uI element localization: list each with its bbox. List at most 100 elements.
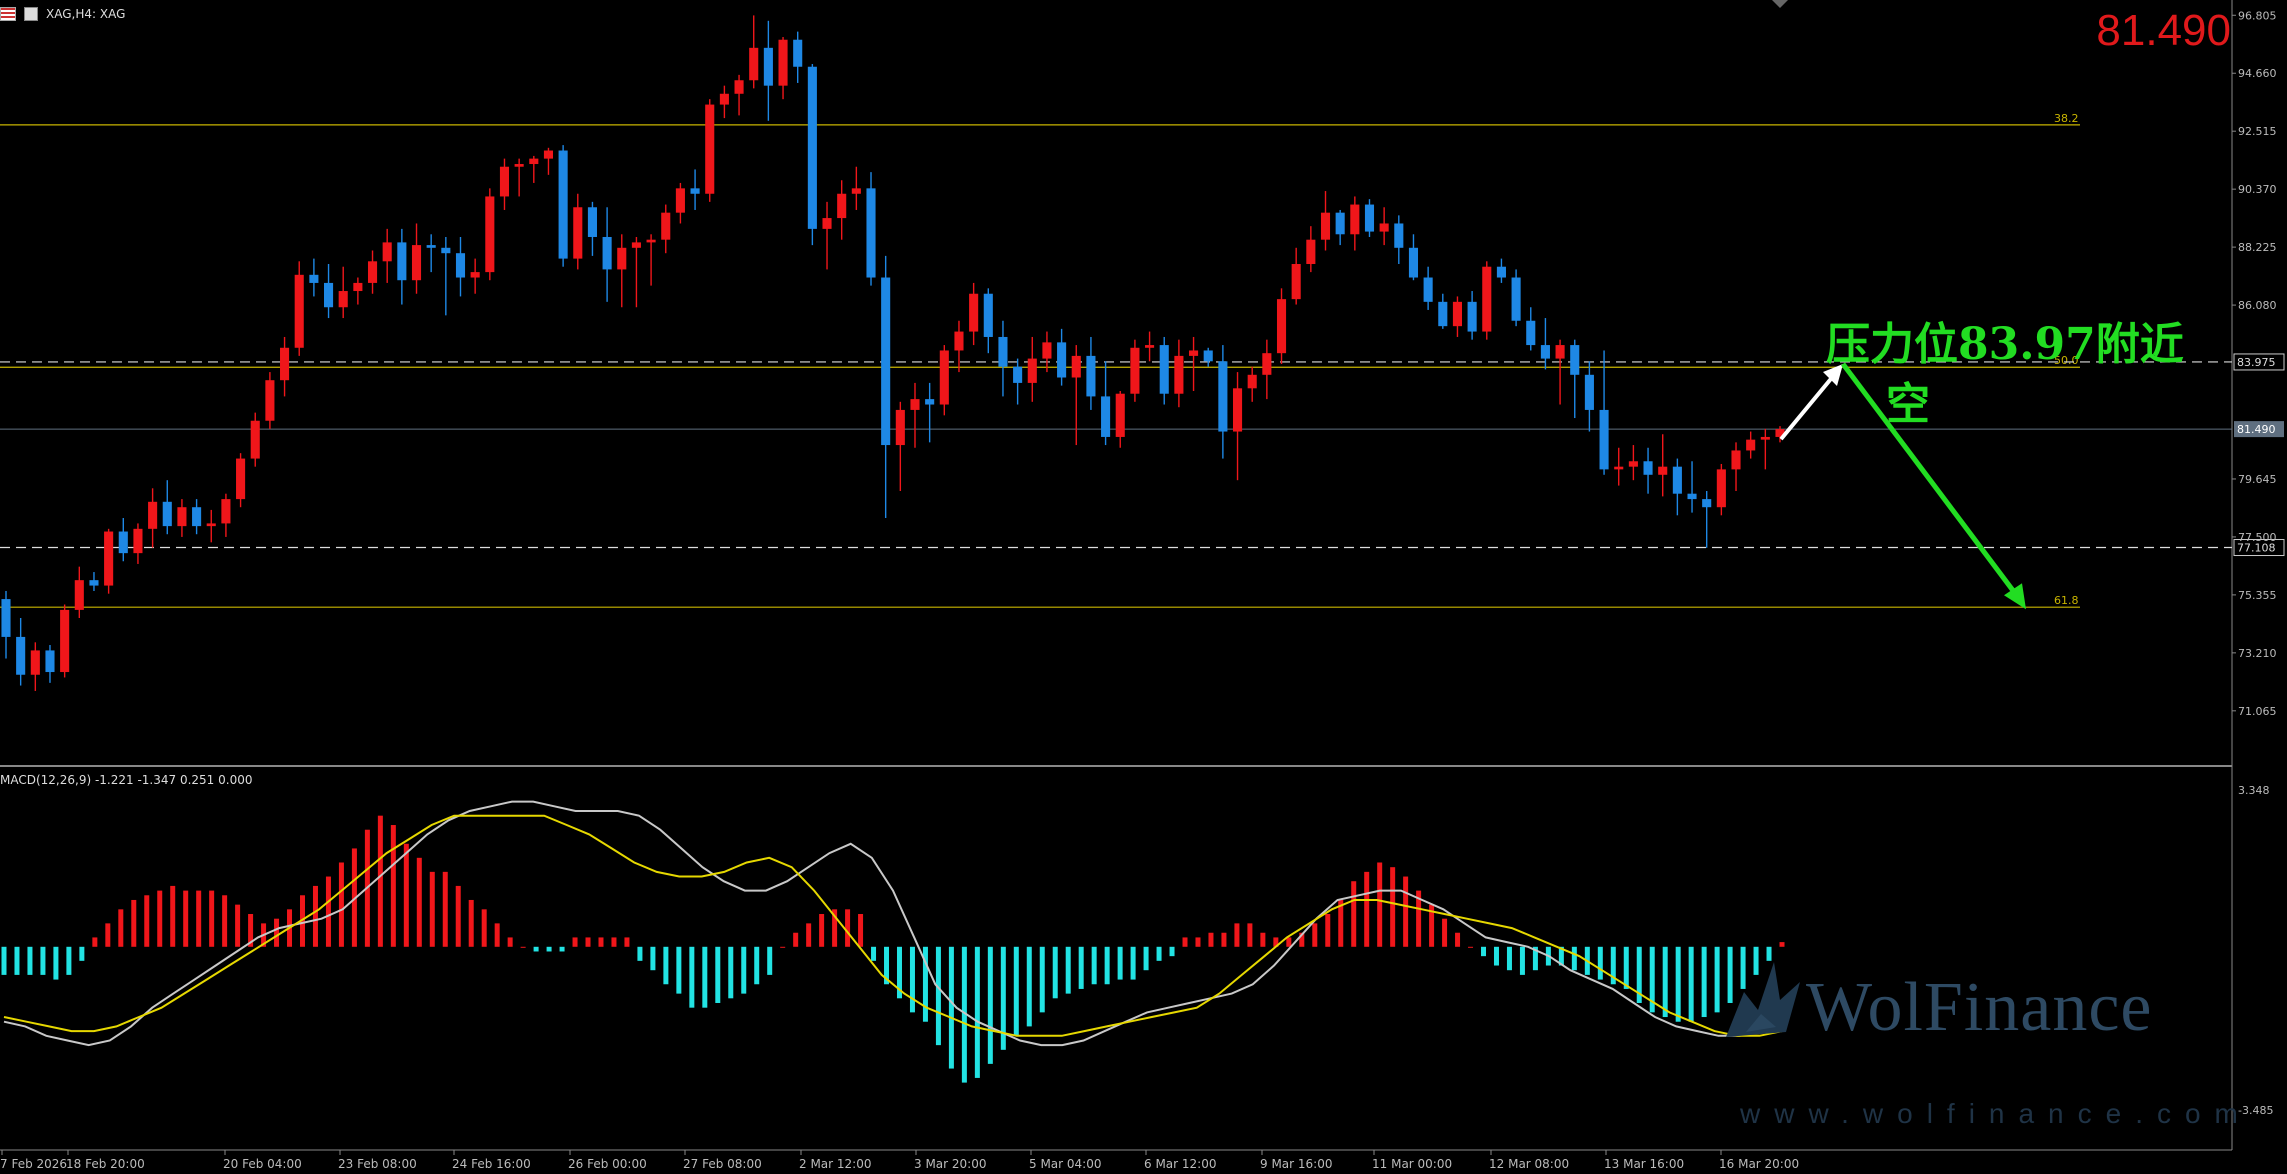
candle-body[interactable]	[1746, 439, 1756, 451]
candle-body[interactable]	[162, 501, 172, 527]
candle-body[interactable]	[617, 247, 627, 270]
candle-body[interactable]	[866, 188, 876, 278]
candle-body[interactable]	[1379, 223, 1389, 232]
candle-body[interactable]	[1130, 347, 1140, 394]
candle-body[interactable]	[925, 399, 935, 405]
candle-body[interactable]	[749, 47, 759, 81]
candle-body[interactable]	[631, 242, 641, 248]
candle-body[interactable]	[441, 247, 451, 254]
candle-body[interactable]	[910, 399, 920, 410]
candle-body[interactable]	[1027, 358, 1037, 383]
candle-body[interactable]	[470, 272, 480, 278]
candle-body[interactable]	[294, 274, 304, 348]
candle-body[interactable]	[30, 650, 40, 675]
candle-body[interactable]	[1101, 396, 1111, 437]
candle-body[interactable]	[1438, 301, 1448, 327]
candle-body[interactable]	[1760, 436, 1770, 440]
candle-body[interactable]	[89, 580, 99, 586]
candle-body[interactable]	[1628, 461, 1638, 467]
candle-body[interactable]	[1570, 345, 1580, 375]
candle-body[interactable]	[1423, 277, 1433, 302]
candle-body[interactable]	[192, 507, 202, 527]
candle-body[interactable]	[1775, 429, 1785, 437]
candle-body[interactable]	[1189, 350, 1199, 356]
candle-body[interactable]	[426, 245, 436, 248]
candle-body[interactable]	[983, 293, 993, 337]
candle-body[interactable]	[118, 531, 128, 554]
candle-body[interactable]	[719, 93, 729, 105]
candle-body[interactable]	[954, 331, 964, 351]
candle-body[interactable]	[1731, 450, 1741, 470]
candle-body[interactable]	[104, 531, 114, 586]
candle-body[interactable]	[1086, 355, 1096, 397]
candle-body[interactable]	[1057, 342, 1067, 378]
chart-shift-marker-icon[interactable]	[1772, 0, 1788, 8]
candle-body[interactable]	[1555, 345, 1565, 359]
candle-body[interactable]	[16, 636, 26, 675]
candle-body[interactable]	[675, 188, 685, 213]
candle-body[interactable]	[1115, 393, 1125, 437]
candle-body[interactable]	[1716, 469, 1726, 508]
candle-body[interactable]	[1013, 366, 1023, 383]
candle-body[interactable]	[851, 188, 861, 194]
candle-body[interactable]	[1174, 355, 1184, 394]
candle-body[interactable]	[1599, 409, 1609, 470]
candle-body[interactable]	[411, 245, 422, 281]
candle-body[interactable]	[236, 458, 246, 500]
candle-body[interactable]	[514, 164, 524, 167]
candle-body[interactable]	[221, 499, 231, 524]
candle-body[interactable]	[939, 350, 949, 405]
candle-body[interactable]	[881, 277, 891, 446]
candle-body[interactable]	[690, 188, 700, 194]
candle-body[interactable]	[543, 150, 554, 159]
candle-body[interactable]	[324, 282, 334, 308]
candle-body[interactable]	[1335, 212, 1345, 235]
candle-body[interactable]	[206, 523, 216, 527]
candle-body[interactable]	[1584, 374, 1594, 410]
candle-body[interactable]	[807, 66, 817, 229]
candle-body[interactable]	[1452, 301, 1462, 327]
candle-body[interactable]	[1145, 345, 1155, 348]
candle-body[interactable]	[1526, 320, 1536, 346]
candle-body[interactable]	[1482, 266, 1492, 332]
candle-body[interactable]	[60, 609, 70, 673]
candle-body[interactable]	[148, 501, 158, 529]
candle-body[interactable]	[280, 347, 290, 381]
candle-body[interactable]	[705, 104, 715, 194]
candle-body[interactable]	[661, 212, 671, 240]
candle-body[interactable]	[133, 528, 143, 554]
candle-body[interactable]	[1364, 204, 1375, 232]
candle-body[interactable]	[1643, 461, 1653, 475]
candle-body[interactable]	[1350, 204, 1360, 235]
candle-body[interactable]	[1702, 499, 1712, 508]
candle-body[interactable]	[1540, 345, 1550, 359]
candle-body[interactable]	[353, 282, 363, 292]
candle-body[interactable]	[822, 218, 832, 229]
candle-body[interactable]	[74, 580, 84, 610]
candle-body[interactable]	[734, 80, 744, 94]
candle-body[interactable]	[1071, 355, 1081, 378]
candle-body[interactable]	[573, 207, 583, 259]
candle-body[interactable]	[998, 336, 1008, 367]
candle-body[interactable]	[529, 158, 539, 165]
candle-body[interactable]	[1394, 223, 1404, 248]
candle-body[interactable]	[382, 242, 392, 262]
candle-body[interactable]	[763, 47, 773, 86]
candle-body[interactable]	[1496, 266, 1506, 278]
candle-body[interactable]	[1247, 374, 1257, 389]
candle-body[interactable]	[397, 242, 407, 281]
candle-body[interactable]	[1159, 345, 1169, 394]
candle-body[interactable]	[45, 650, 55, 673]
candle-body[interactable]	[177, 507, 187, 527]
candle-body[interactable]	[455, 253, 466, 278]
candle-body[interactable]	[485, 196, 495, 273]
candle-body[interactable]	[587, 207, 597, 237]
candle-body[interactable]	[1306, 239, 1316, 265]
candle-body[interactable]	[602, 236, 612, 270]
candle-body[interactable]	[1203, 350, 1213, 362]
candle-body[interactable]	[778, 39, 788, 86]
candle-body[interactable]	[1, 599, 11, 637]
candle-body[interactable]	[1320, 212, 1331, 240]
candle-body[interactable]	[338, 291, 348, 308]
